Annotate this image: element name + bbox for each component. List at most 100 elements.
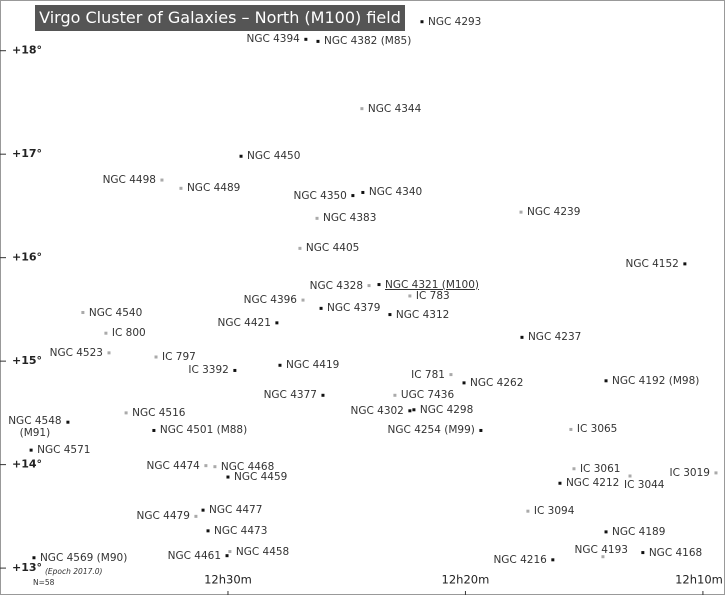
galaxy <box>641 551 645 555</box>
galaxy <box>388 313 392 317</box>
galaxy <box>298 246 302 250</box>
galaxy <box>360 107 364 111</box>
galaxy <box>462 381 466 385</box>
galaxy-label: NGC 4489 <box>186 182 241 195</box>
galaxy-label: NGC 4344 <box>367 102 422 115</box>
galaxy-label: NGC 4450 <box>247 150 301 163</box>
galaxy <box>194 514 198 518</box>
galaxy-label: IC 3061 <box>579 462 621 475</box>
galaxy-label: NGC 4458 <box>235 545 290 558</box>
galaxy <box>351 194 355 198</box>
galaxy <box>152 428 156 432</box>
galaxy-label: NGC 4237 <box>527 331 582 344</box>
galaxy <box>367 284 371 288</box>
galaxy-label: NGC 4419 <box>285 359 340 372</box>
galaxy-label: IC 3065 <box>576 423 618 436</box>
galaxy-label: NGC 4396 <box>243 294 297 307</box>
galaxy <box>412 408 416 412</box>
y-tick-label: +15° <box>12 354 42 367</box>
galaxy-label: NGC 4168 <box>648 546 703 559</box>
galaxy-label: NGC 4328 <box>309 279 364 292</box>
galaxy-label: NGC 4473 <box>214 524 268 537</box>
x-tick-label: 12h10m <box>675 573 723 587</box>
galaxy-label: NGC 4239 <box>527 206 581 219</box>
count: N=58 <box>33 578 55 587</box>
galaxy-label: NGC 4498 <box>102 174 156 187</box>
galaxy-label: NGC 4523 <box>49 346 103 359</box>
galaxy-label: NGC 4405 <box>305 242 360 255</box>
galaxy-label: IC 3044 <box>624 479 665 491</box>
galaxy <box>226 475 230 479</box>
galaxy <box>408 294 412 298</box>
galaxy-label: NGC 4459 <box>233 471 288 484</box>
galaxy <box>526 509 530 513</box>
y-tick-label: +13° <box>12 561 42 574</box>
galaxy <box>228 550 232 554</box>
galaxy <box>519 210 523 214</box>
galaxy-label: NGC 4421 <box>217 316 271 329</box>
galaxy-label: NGC 4340 <box>368 186 423 199</box>
galaxy <box>420 20 424 24</box>
x-tick-label: 12h20m <box>442 573 490 587</box>
galaxy <box>239 154 243 158</box>
galaxy-label: NGC 4350 <box>293 189 347 202</box>
galaxy-label: NGC 4394 <box>246 33 300 46</box>
galaxy-label: NGC 4474 <box>146 459 200 472</box>
galaxy-label: NGC 4383 <box>323 212 377 225</box>
galaxy-label: NGC 4293 <box>427 15 482 28</box>
galaxy <box>124 411 128 415</box>
galaxy <box>604 530 608 534</box>
galaxy <box>204 464 208 468</box>
galaxy-label: NGC 4540 <box>88 306 143 319</box>
galaxy <box>206 529 210 533</box>
galaxy <box>604 379 608 383</box>
galaxy-label: NGC 4192 (M98) <box>612 374 700 387</box>
galaxy <box>628 474 632 478</box>
galaxy <box>377 283 381 287</box>
galaxy <box>201 508 205 512</box>
x-tick-label: 12h30m <box>204 573 252 587</box>
galaxy-label: IC 781 <box>411 368 445 381</box>
galaxy-label: IC 3392 <box>188 364 229 377</box>
galaxy-label: NGC 4212 <box>565 477 620 490</box>
galaxy <box>569 427 573 431</box>
galaxy <box>316 39 320 43</box>
galaxy <box>301 298 305 302</box>
galaxy-label: NGC 4254 (M99) <box>387 424 475 437</box>
galaxy-label: NGC 4312 <box>395 308 450 321</box>
galaxy <box>213 465 217 469</box>
galaxy-label: NGC 4152 <box>625 257 679 270</box>
galaxy-label: NGC 4262 <box>470 376 524 389</box>
galaxy-label: IC 783 <box>415 289 450 302</box>
galaxy-label: NGC 4189 <box>612 525 666 538</box>
galaxy <box>572 467 576 471</box>
y-tick-label: +14° <box>12 458 42 471</box>
galaxy-label: NGC 4548 (M91) <box>8 415 62 440</box>
y-tick-label: +18° <box>12 44 42 57</box>
map-title: Virgo Cluster of Galaxies – North (M100)… <box>39 8 401 27</box>
galaxy <box>479 428 483 432</box>
galaxy-label: NGC 4479 <box>136 510 190 523</box>
galaxy-label: IC 800 <box>111 327 146 340</box>
galaxy <box>315 216 319 220</box>
galaxy-label: NGC 4298 <box>419 403 474 416</box>
galaxy <box>408 409 412 413</box>
galaxy <box>233 368 237 372</box>
galaxy-label: NGC 4193 <box>574 543 628 556</box>
galaxy <box>154 355 158 359</box>
galaxy-label: UGC 7436 <box>400 389 455 402</box>
galaxy <box>714 471 718 475</box>
galaxy <box>321 393 325 397</box>
y-tick-label: +16° <box>12 251 42 264</box>
galaxy <box>278 363 282 367</box>
galaxy <box>319 306 323 310</box>
galaxy-label: NGC 4216 <box>493 553 547 566</box>
galaxy <box>225 554 229 558</box>
galaxy <box>551 558 555 562</box>
galaxy <box>66 420 70 424</box>
galaxy <box>32 556 36 560</box>
epoch: (Epoch 2017.0) <box>45 567 103 576</box>
